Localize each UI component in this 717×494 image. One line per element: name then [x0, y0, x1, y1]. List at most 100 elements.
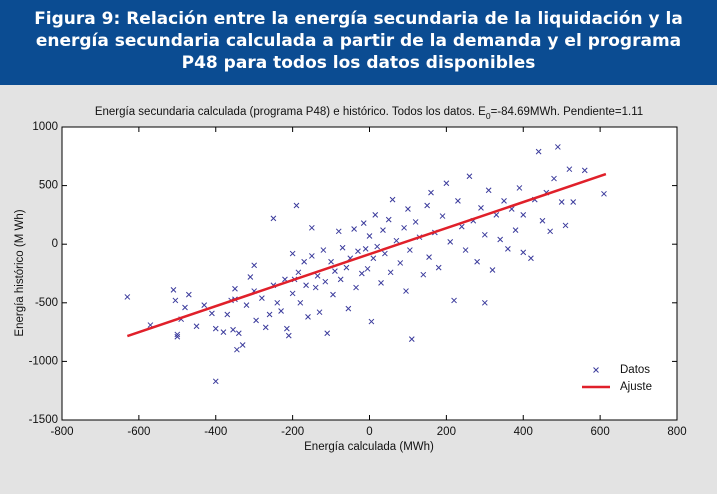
- data-point: [312, 284, 319, 291]
- legend-label: Ajuste: [620, 381, 652, 393]
- data-point: [474, 258, 480, 265]
- data-point: [535, 148, 542, 155]
- data-point: [378, 280, 384, 286]
- data-point: [554, 144, 561, 150]
- x-tick-label: -600: [127, 426, 150, 438]
- data-point: [172, 297, 179, 304]
- data-point: [303, 282, 309, 289]
- legend-label: Datos: [620, 364, 650, 376]
- data-point: [380, 227, 386, 233]
- data-point: [351, 226, 357, 232]
- data-point: [489, 267, 496, 273]
- data-point: [401, 224, 407, 231]
- data-point: [337, 276, 344, 283]
- data-point: [353, 284, 359, 291]
- data-point: [412, 219, 419, 225]
- data-point: [174, 331, 181, 338]
- data-point: [389, 196, 396, 203]
- data-point: [403, 288, 409, 294]
- data-point: [493, 212, 500, 218]
- y-tick-label: 1000: [32, 121, 58, 133]
- title-part: =-84.69MWh. Pendiente=1.11: [491, 106, 644, 118]
- data-point: [343, 264, 350, 271]
- chart-title: Energía secundaria calculada (programa P…: [95, 106, 643, 121]
- data-point: [366, 233, 373, 239]
- data-point: [520, 249, 527, 256]
- data-point: [324, 330, 331, 337]
- data-point: [193, 323, 200, 330]
- data-point: [243, 302, 250, 308]
- data-point: [270, 215, 277, 222]
- data-point: [220, 329, 227, 335]
- data-point: [426, 254, 432, 260]
- data-point: [320, 247, 327, 253]
- data-point: [505, 246, 511, 252]
- data-point: [170, 287, 177, 293]
- data-point: [360, 220, 367, 226]
- data-point: [355, 248, 361, 255]
- data-point: [512, 227, 519, 233]
- data-point: [209, 310, 215, 317]
- data-point: [174, 333, 181, 340]
- y-tick-label: -500: [35, 297, 58, 309]
- data-point: [266, 311, 273, 318]
- data-point: [224, 311, 231, 318]
- data-point: [124, 294, 131, 300]
- title-part: 0: [486, 111, 491, 121]
- data-point: [289, 290, 296, 297]
- y-tick-label: -1000: [29, 355, 58, 367]
- data-point: [247, 274, 254, 280]
- data-point: [301, 258, 308, 265]
- data-point: [558, 199, 565, 205]
- x-tick-label: -400: [204, 426, 227, 438]
- data-point: [201, 302, 208, 308]
- x-tick-label: 200: [437, 426, 456, 438]
- data-point: [232, 285, 238, 292]
- data-point: [424, 202, 431, 209]
- data-point: [408, 336, 415, 342]
- data-point: [466, 173, 473, 180]
- data-point: [601, 190, 607, 197]
- data-point: [262, 324, 269, 331]
- data-point: [259, 295, 265, 301]
- data-point: [235, 330, 242, 337]
- data-point: [370, 255, 377, 262]
- data-point: [285, 332, 292, 339]
- fit-line: [126, 172, 607, 338]
- data-point: [308, 224, 315, 231]
- data-point: [528, 255, 534, 262]
- data-point: [316, 309, 323, 316]
- x-tick-label: 400: [514, 426, 533, 438]
- data-point: [322, 278, 329, 285]
- chart: Energía secundaria calculada (programa P…: [14, 106, 687, 453]
- data-point: [185, 291, 192, 298]
- data-point: [314, 272, 321, 279]
- data-point: [297, 299, 304, 306]
- data-point: [393, 237, 400, 244]
- data-point: [339, 244, 346, 251]
- data-point: [439, 213, 446, 219]
- data-point: [462, 247, 469, 253]
- data-point: [308, 253, 315, 259]
- figure-caption: Figura 9: Relación entre la energía secu…: [0, 0, 717, 85]
- data-point: [443, 180, 450, 187]
- title-part: Energía secundaria calculada (programa P…: [95, 106, 486, 118]
- data-point: [289, 250, 296, 257]
- legend-marker: [593, 367, 599, 373]
- data-point: [455, 197, 461, 204]
- data-point: [501, 197, 507, 204]
- data-point: [234, 346, 240, 353]
- data-point: [278, 308, 284, 314]
- data-point: [230, 326, 236, 333]
- y-tick-label: 500: [39, 180, 58, 192]
- data-point: [458, 223, 465, 230]
- y-axis-label: Energía histórico (M Wh): [14, 209, 26, 336]
- data-point: [478, 205, 484, 211]
- data-point: [253, 317, 259, 324]
- data-point: [407, 247, 413, 253]
- data-point: [372, 212, 379, 218]
- data-point: [387, 269, 394, 276]
- data-point: [335, 228, 342, 235]
